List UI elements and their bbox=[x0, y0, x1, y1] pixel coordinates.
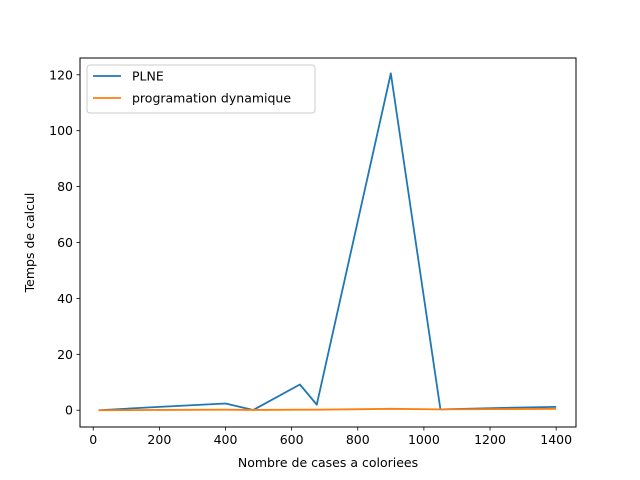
ticks-layer: 0 200 400 600 800 1000 1200 1400 0 20 40 60 80 100 120 bbox=[49, 67, 572, 447]
y-tick-label: 20 bbox=[57, 347, 73, 362]
y-tick-label: 120 bbox=[49, 67, 73, 82]
y-tick-label: 100 bbox=[49, 123, 73, 138]
x-tick-label: 200 bbox=[147, 432, 171, 447]
x-tick-label: 600 bbox=[280, 432, 304, 447]
x-tick-label: 1200 bbox=[474, 432, 506, 447]
legend-entry-label: PLNE bbox=[132, 69, 164, 84]
x-tick-label: 400 bbox=[214, 432, 238, 447]
x-tick-label: 1000 bbox=[408, 432, 440, 447]
y-tick-label: 0 bbox=[65, 403, 73, 418]
x-tick-label: 0 bbox=[89, 432, 97, 447]
series-line-programation-dynamique bbox=[98, 407, 557, 412]
y-tick-label: 40 bbox=[57, 291, 73, 306]
y-tick-label: 60 bbox=[57, 235, 73, 250]
legend-entry-label: programation dynamique bbox=[132, 91, 291, 106]
series-layer bbox=[98, 72, 557, 412]
x-axis-label: Nombre de cases a coloriees bbox=[238, 455, 418, 470]
legend: PLNE programation dynamique bbox=[86, 64, 316, 114]
y-tick-label: 80 bbox=[57, 179, 73, 194]
x-tick-label: 800 bbox=[346, 432, 370, 447]
legend-box bbox=[86, 64, 316, 114]
x-tick-label: 1400 bbox=[540, 432, 572, 447]
y-axis-label: Temps de calcul bbox=[22, 193, 37, 294]
